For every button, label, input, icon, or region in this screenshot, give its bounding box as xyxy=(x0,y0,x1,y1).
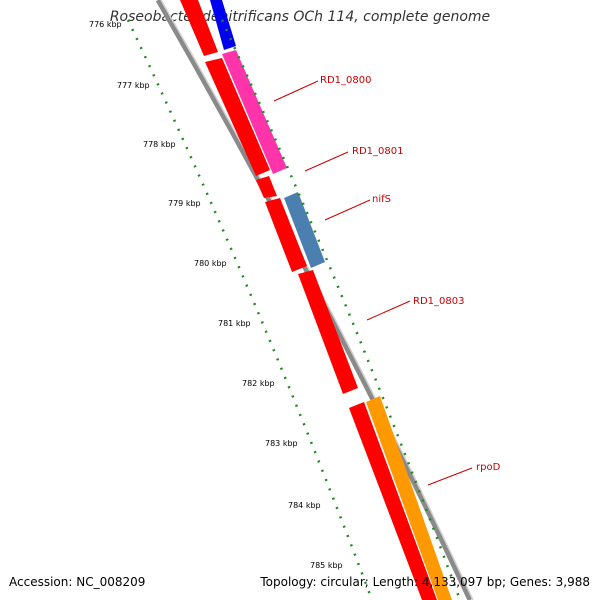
gene-label-rd1-0801[interactable]: RD1_0801 xyxy=(352,146,403,157)
gene-feature[interactable] xyxy=(180,0,218,56)
scale-label: 780 kbp xyxy=(194,259,227,268)
scale-label: 783 kbp xyxy=(265,439,298,448)
accession-text: Accession: NC_008209 xyxy=(9,575,146,589)
gene-feature[interactable] xyxy=(256,176,277,198)
scale-label: 777 kbp xyxy=(117,81,150,90)
gene-feature[interactable] xyxy=(298,270,358,394)
scale-label: 784 kbp xyxy=(288,501,321,510)
scale-label: 776 kbp xyxy=(89,20,122,29)
gene-label-rd1-0803[interactable]: RD1_0803 xyxy=(413,296,464,307)
gene-label-rpod[interactable]: rpoD xyxy=(476,462,501,473)
genome-backbone-highlight xyxy=(160,0,474,600)
topology-text: Topology: circular; Length: 4,133,097 bp… xyxy=(260,575,590,589)
scale-label: 779 kbp xyxy=(168,199,201,208)
label-leaders xyxy=(273,80,473,486)
gene-feature[interactable] xyxy=(205,58,270,176)
gene-nifs[interactable] xyxy=(284,192,325,268)
scale-label: 785 kbp xyxy=(310,561,343,570)
gene-rd1-0800[interactable] xyxy=(222,50,287,174)
gene-rpod[interactable] xyxy=(366,396,452,600)
gene-labels: RD1_0800 RD1_0801 nifS RD1_0803 rpoD xyxy=(320,75,501,473)
gene-features xyxy=(180,0,452,600)
gene-label-nifs[interactable]: nifS xyxy=(372,194,391,205)
gene-feature-blue[interactable] xyxy=(210,0,236,50)
scale-label: 778 kbp xyxy=(143,140,176,149)
scale-label: 782 kbp xyxy=(242,379,275,388)
scale-ruler-outer xyxy=(220,19,462,600)
gene-feature[interactable] xyxy=(265,198,307,272)
scale-label: 781 kbp xyxy=(218,319,251,328)
gene-label-rd1-0800[interactable]: RD1_0800 xyxy=(320,75,371,86)
gene-feature[interactable] xyxy=(349,402,437,600)
scale-labels: 776 kbp 777 kbp 778 kbp 779 kbp 780 kbp … xyxy=(89,20,343,570)
